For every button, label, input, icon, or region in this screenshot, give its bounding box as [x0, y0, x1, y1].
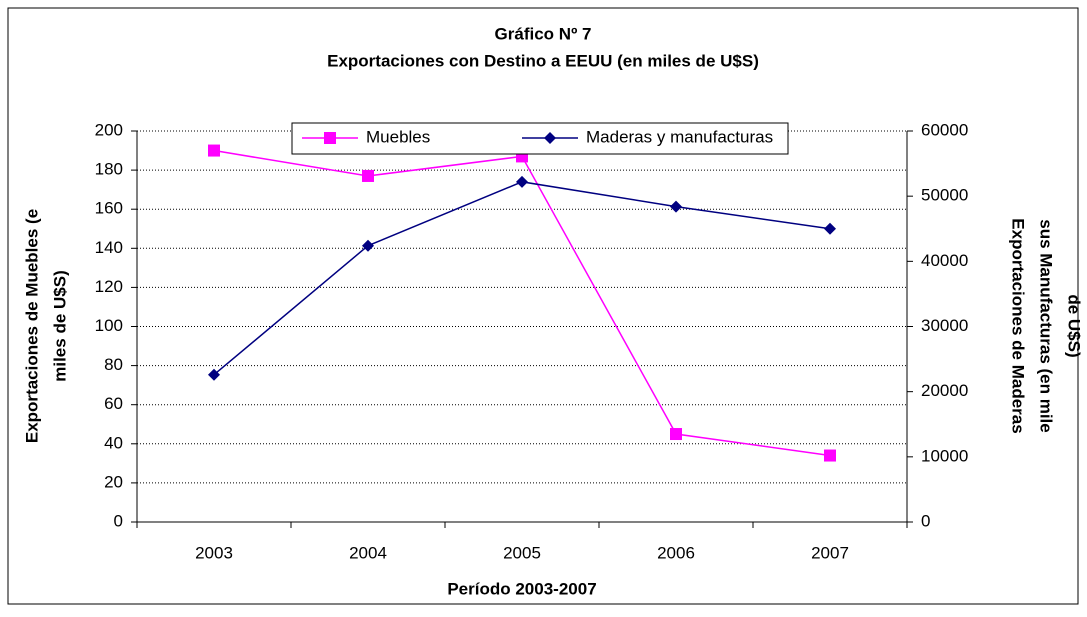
y2-tick-label: 60000 [921, 120, 968, 139]
y-tick-label: 200 [95, 120, 123, 139]
y-tick-label: 100 [95, 316, 123, 335]
chart-title: Gráfico Nº 7 [495, 24, 592, 43]
y-tick-label: 60 [104, 394, 123, 413]
x-tick-label: 2004 [349, 543, 387, 562]
y2-tick-label: 40000 [921, 251, 968, 270]
x-tick-label: 2005 [503, 543, 541, 562]
y2-tick-label: 50000 [921, 186, 968, 205]
y-tick-label: 20 [104, 472, 123, 491]
y-tick-label: 40 [104, 433, 123, 452]
y-tick-label: 180 [95, 160, 123, 179]
y-tick-label: 0 [114, 511, 123, 530]
x-tick-label: 2006 [657, 543, 695, 562]
y-axis-title: Exportaciones de Muebles (e [22, 209, 41, 443]
marker [670, 200, 682, 213]
marker [362, 169, 374, 182]
legend-label: Maderas y manufacturas [586, 127, 773, 146]
marker [544, 132, 556, 144]
y-axis-title: miles de U$S) [50, 270, 69, 382]
marker [670, 428, 682, 441]
marker [824, 222, 836, 235]
marker [516, 175, 528, 188]
y2-axis-title: sus Manufacturas (en mile [1037, 219, 1056, 433]
legend-label: Muebles [366, 127, 430, 146]
y-tick-label: 80 [104, 355, 123, 374]
y-tick-label: 140 [95, 238, 123, 257]
x-axis-title: Período 2003-2007 [447, 579, 596, 598]
marker [324, 132, 336, 144]
y2-axis-title: de U$S) [1065, 294, 1084, 357]
y2-axis-title: Exportaciones de Maderas [1009, 218, 1028, 433]
x-tick-label: 2003 [195, 543, 233, 562]
y-tick-label: 120 [95, 277, 123, 296]
chart-border [7, 7, 1079, 605]
y2-tick-label: 10000 [921, 446, 968, 465]
y2-tick-label: 20000 [921, 381, 968, 400]
marker [362, 239, 374, 252]
y2-tick-label: 0 [921, 511, 930, 530]
marker [208, 144, 220, 157]
x-tick-label: 2007 [811, 543, 849, 562]
y2-tick-label: 30000 [921, 316, 968, 335]
chart-subtitle: Exportaciones con Destino a EEUU (en mil… [327, 51, 759, 70]
y-tick-label: 160 [95, 199, 123, 218]
marker [208, 368, 220, 381]
marker [824, 449, 836, 462]
